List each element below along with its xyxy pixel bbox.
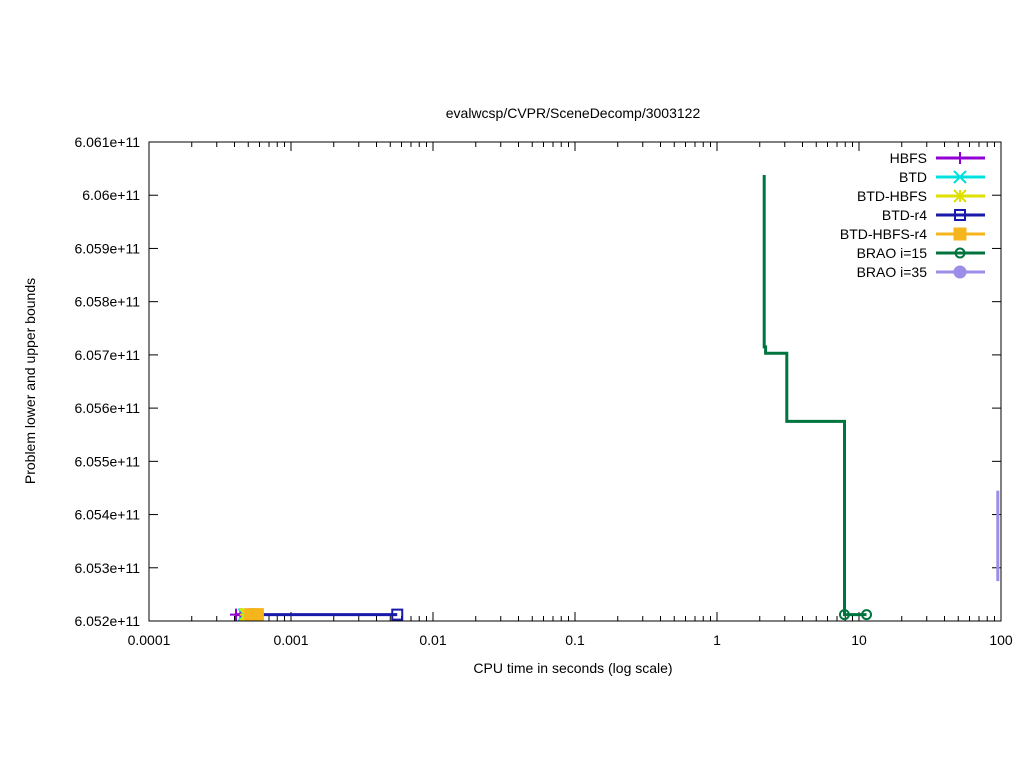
legend-label: BTD-HBFS-r4 xyxy=(840,226,927,242)
y-tick-label: 6.054e+11 xyxy=(74,507,140,523)
y-tick-label: 6.058e+11 xyxy=(74,294,140,310)
legend-label: BRAO i=15 xyxy=(857,245,928,261)
x-tick-label: 1 xyxy=(713,632,721,648)
x-tick-label: 0.001 xyxy=(273,632,308,648)
legend-item-brao-i-15: BRAO i=15 xyxy=(857,245,985,261)
legend-label: BTD-HBFS xyxy=(857,188,927,204)
series-point-btd-r4 xyxy=(391,608,404,621)
y-tick-label: 6.056e+11 xyxy=(74,400,140,416)
axis-ticks: 6.052e+11 6.053e+11 6.054e+11 6.055e+11 6.05… xyxy=(74,134,1012,648)
legend-marker-btd-hbfs xyxy=(953,189,967,203)
y-tick-label: 6.057e+11 xyxy=(74,347,140,363)
legend-marker-btd xyxy=(953,170,967,184)
series-point-brao-i-15 xyxy=(838,609,850,621)
legend-item-brao-i-35: BRAO i=35 xyxy=(857,264,985,280)
legend-item-btd-r4: BTD-r4 xyxy=(882,207,985,223)
legend-label: BRAO i=35 xyxy=(857,264,928,280)
x-tick-label: 0.1 xyxy=(565,632,585,648)
series-point-brao-i-15 xyxy=(861,609,873,621)
legend-marker-brao-i-35 xyxy=(953,265,967,279)
legend-item-btd-hbfs-r4: BTD-HBFS-r4 xyxy=(840,226,985,242)
y-tick-label: 6.06e+11 xyxy=(82,187,140,203)
series-brao-i-15 xyxy=(762,175,873,621)
legend-label: HBFS xyxy=(890,150,927,166)
x-tick-label: 0.0001 xyxy=(128,632,171,648)
series-point-btd-hbfs-r4 xyxy=(250,608,264,622)
x-tick-label: 10 xyxy=(851,632,867,648)
legend-label: BTD xyxy=(899,169,927,185)
plot-frame xyxy=(148,141,1002,622)
chart-title: evalwcsp/CVPR/SceneDecomp/3003122 xyxy=(446,105,701,121)
legend-label: BTD-r4 xyxy=(882,207,927,223)
legend-marker-btd-hbfs-r4 xyxy=(953,227,967,241)
legend-marker-btd-r4 xyxy=(954,209,966,221)
plot-series xyxy=(230,175,1000,622)
legend-item-btd: BTD xyxy=(899,169,985,185)
y-tick-label: 6.061e+11 xyxy=(74,134,140,150)
x-tick-label: 0.01 xyxy=(419,632,446,648)
legend: HBFS BTD BTD-HBFS BTD-r4 BTD-HBFS-r4 BRAO i=1… xyxy=(840,150,985,280)
y-tick-label: 6.053e+11 xyxy=(74,560,140,576)
y-axis-label: Problem lower and upper bounds xyxy=(22,278,38,484)
legend-marker-hbfs xyxy=(954,152,966,164)
y-tick-label: 6.052e+11 xyxy=(74,613,140,629)
legend-item-btd-hbfs: BTD-HBFS xyxy=(857,188,985,204)
series-line-brao-i-15 xyxy=(762,175,867,617)
y-tick-label: 6.055e+11 xyxy=(74,453,140,469)
series-btd-hbfs-r4 xyxy=(244,608,264,622)
legend-item-hbfs: HBFS xyxy=(890,150,985,166)
legend-marker-brao-i-15 xyxy=(954,247,966,259)
x-tick-label: 100 xyxy=(989,632,1013,648)
x-axis-label: CPU time in seconds (log scale) xyxy=(473,660,672,676)
y-tick-label: 6.059e+11 xyxy=(74,240,140,256)
